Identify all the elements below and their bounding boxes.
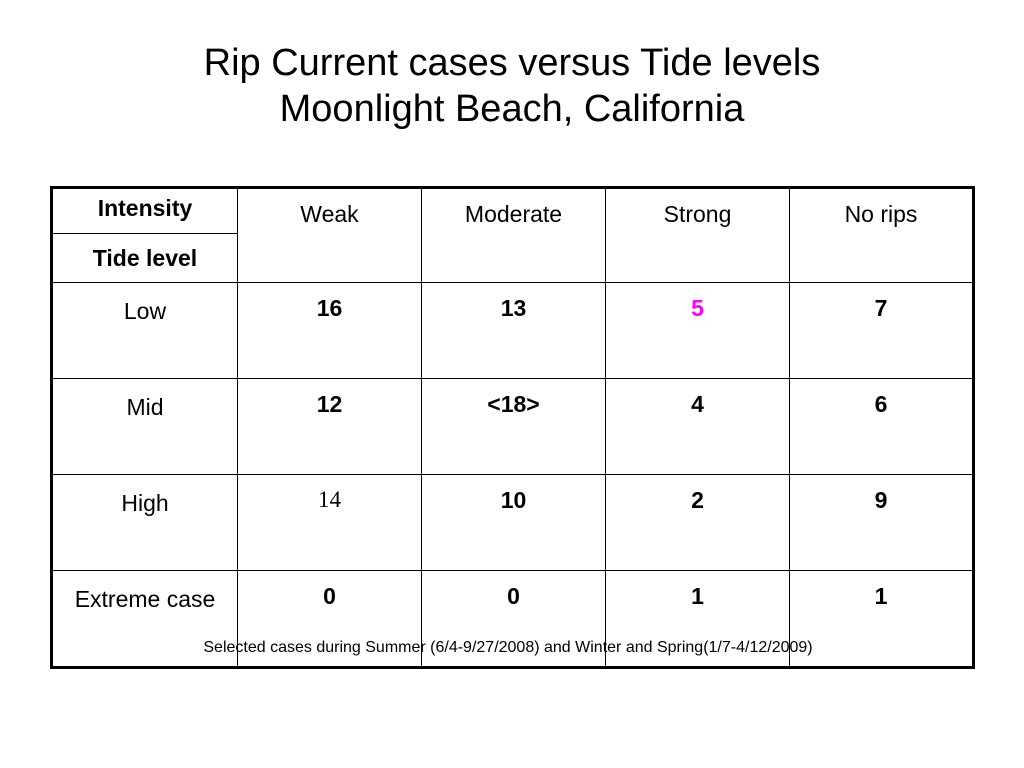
cell-extreme-weak: 0 [237,570,422,668]
cell-high-weak: 14 [237,474,422,571]
corner-tide-level-label: Tide level [51,233,238,283]
table-row-extreme: Extreme case 0 0 1 1 [51,570,974,668]
cell-high-strong: 2 [605,474,790,571]
table-row-high: High 14 10 2 9 [51,474,974,571]
cell-mid-no-rips: 6 [789,378,974,475]
title-line-1: Rip Current cases versus Tide levels [203,42,821,84]
row-label-mid: Mid [51,378,238,475]
title-line-2: Moonlight Beach, California [279,88,745,130]
row-label-low: Low [51,282,238,379]
column-header-no-rips: No rips [789,187,974,283]
cell-low-no-rips: 7 [789,282,974,379]
cell-extreme-strong: 1 [605,570,790,668]
cell-high-moderate: 10 [421,474,606,571]
corner-intensity-label: Intensity [51,187,238,234]
footnote: Selected cases during Summer (6/4-9/27/2… [203,639,813,656]
cell-extreme-moderate: 0 [421,570,606,668]
cell-low-moderate: 13 [421,282,606,379]
slide-title: Rip Current cases versus Tide levels Moo… [0,40,1024,132]
cell-extreme-no-rips: 1 [789,570,974,668]
table-row-low: Low 16 13 5 7 [51,282,974,379]
cell-low-strong: 5 [605,282,790,379]
column-header-weak: Weak [237,187,422,283]
row-label-high: High [51,474,238,571]
table-header-row-2: Tide level [51,233,974,283]
cell-low-weak: 16 [237,282,422,379]
column-header-strong: Strong [605,187,790,283]
table-header-row: Intensity Weak Moderate Strong No rips [51,187,974,283]
table-row-mid: Mid 12 <18> 4 6 [51,378,974,475]
row-label-extreme-case: Extreme case [51,570,238,668]
rip-current-table: Intensity Weak Moderate Strong No rips T… [50,186,975,669]
cell-mid-weak: 12 [237,378,422,475]
cell-mid-strong: 4 [605,378,790,475]
cell-high-no-rips: 9 [789,474,974,571]
column-header-moderate: Moderate [421,187,606,283]
cell-mid-moderate: <18> [421,378,606,475]
